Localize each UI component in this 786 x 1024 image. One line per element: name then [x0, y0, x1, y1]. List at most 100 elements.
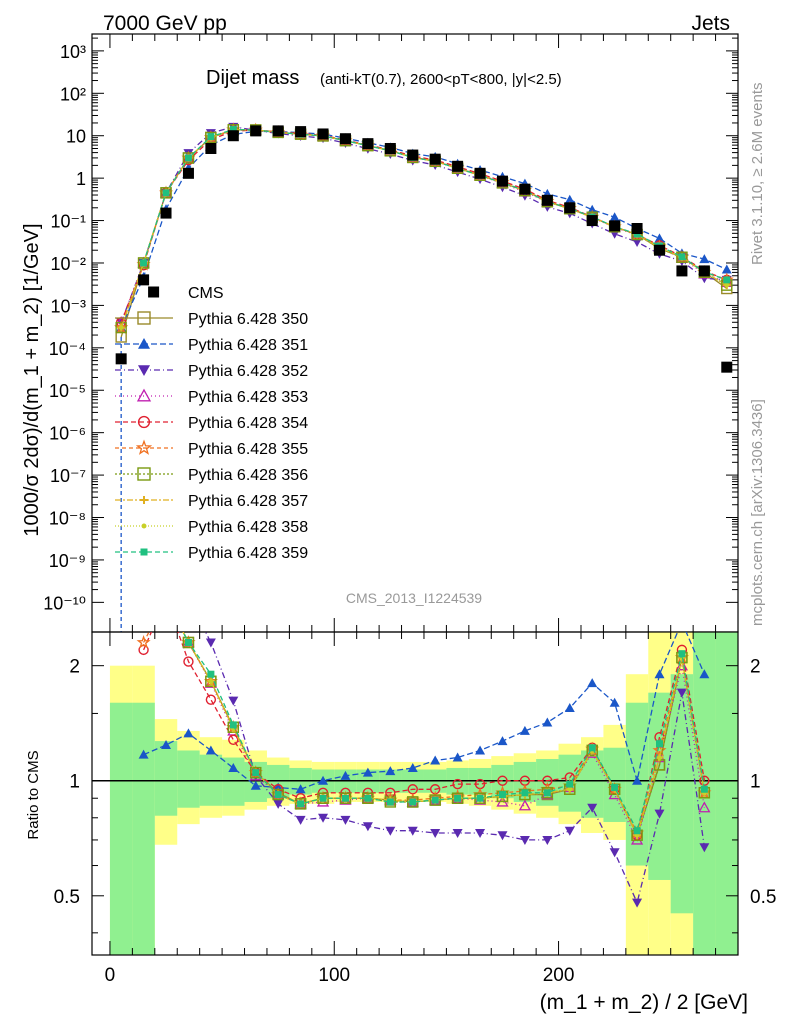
data-point	[611, 784, 619, 792]
data-point	[519, 835, 530, 845]
stat-band	[177, 750, 200, 808]
data-point	[566, 780, 574, 788]
data-point	[207, 133, 215, 141]
data-point	[475, 828, 486, 838]
data-point	[184, 638, 192, 646]
data-point	[519, 725, 530, 735]
data-point	[362, 822, 373, 832]
y-tick-label: 10⁻⁵	[49, 381, 86, 401]
ratio-frame	[91, 631, 739, 956]
data-point	[228, 696, 239, 706]
data-point	[183, 656, 194, 667]
data-point	[138, 749, 149, 759]
data-point	[205, 694, 217, 705]
data-point	[164, 596, 169, 601]
stat-band	[109, 702, 133, 955]
legend-label: Pythia 6.428 357	[188, 493, 308, 510]
data-point	[182, 636, 195, 649]
data-point	[609, 220, 621, 232]
legend-label: CMS	[188, 285, 224, 302]
data-point	[229, 126, 237, 134]
data-point	[431, 796, 439, 804]
ratio-tick-label: 0.5	[750, 887, 776, 908]
ratio-tick-label: 1	[69, 772, 80, 793]
y-tick-label: 10⁻²	[50, 254, 86, 274]
jets-label: Jets	[691, 12, 730, 35]
data-point	[409, 798, 417, 806]
data-point	[452, 160, 464, 172]
data-point	[250, 780, 261, 790]
data-point	[564, 702, 575, 712]
x-tick-label: 200	[543, 965, 575, 986]
data-point	[384, 142, 396, 154]
data-point	[676, 688, 687, 698]
data-point	[229, 721, 237, 729]
legend-item: Pythia 6.428 353	[115, 388, 308, 406]
data-point	[721, 264, 732, 274]
ratio-axis-label: Ratio to CMS	[25, 750, 42, 839]
data-point	[182, 152, 195, 164]
legend-item: Pythia 6.428 350	[115, 311, 308, 328]
data-point	[228, 762, 239, 772]
data-point	[250, 125, 262, 137]
data-point	[588, 744, 596, 752]
ratio-tick-label: 2	[750, 657, 761, 678]
series-line	[120, 129, 728, 323]
stat-band	[670, 674, 694, 914]
data-point	[676, 265, 688, 277]
data-point	[654, 669, 665, 679]
legend-item: Pythia 6.428 357	[115, 493, 308, 510]
main-series-group	[114, 122, 734, 632]
rivet-version-label: Rivet 3.1.10, ≥ 2.6M events	[749, 83, 766, 266]
stat-band	[222, 757, 245, 806]
legend-item: Pythia 6.428 356	[115, 467, 308, 484]
mcplots-label: mcplots.cern.ch [arXiv:1306.3436]	[749, 399, 766, 626]
data-point	[542, 717, 553, 727]
data-point	[161, 593, 171, 602]
data-point	[319, 794, 327, 802]
stat-band	[491, 764, 514, 799]
y-tick-label: 10⁻⁶	[49, 424, 86, 444]
data-point	[564, 194, 575, 204]
data-point	[162, 594, 171, 603]
data-point	[698, 801, 711, 813]
uncertainty-bands	[109, 632, 738, 955]
legend-label: Pythia 6.428 350	[188, 311, 308, 328]
main-panel: 10⁻¹⁰ 10⁻⁹ 10⁻⁸ 10⁻⁷ 10⁻⁶ 10⁻⁵ 10⁻⁴ 10⁻³ 10⁻² 10⁻…	[43, 33, 739, 633]
data-point	[183, 728, 194, 738]
data-point	[475, 745, 486, 755]
y-tick-label: 10⁻⁸	[49, 509, 86, 529]
y-tick-label: 10⁻⁹	[49, 551, 86, 571]
ratio-panel: 0 100 200 0.5 0.5 1 1 2 2	[54, 593, 776, 986]
stat-band	[154, 741, 178, 816]
data-point	[184, 154, 192, 162]
ratio-line	[143, 632, 706, 838]
ratio-tick-label: 0.5	[54, 887, 80, 908]
data-point	[339, 133, 351, 145]
stat-band	[580, 750, 604, 818]
data-point	[407, 826, 418, 836]
data-point	[295, 784, 306, 794]
data-point	[115, 353, 127, 365]
data-point	[162, 594, 170, 602]
data-point	[318, 775, 329, 785]
data-point	[317, 128, 329, 140]
data-point	[161, 740, 172, 750]
data-point	[274, 791, 282, 799]
series-line	[142, 128, 728, 281]
data-point	[430, 828, 441, 838]
data-point	[452, 752, 463, 762]
data-point	[407, 762, 418, 772]
ratio-series-10	[182, 632, 708, 835]
legend-item: Pythia 6.428 355	[115, 439, 308, 458]
data-point	[632, 775, 643, 785]
data-point	[723, 276, 731, 284]
data-point	[205, 745, 216, 755]
y-tick-label: 10	[66, 127, 86, 147]
data-point	[136, 635, 151, 649]
ratio-series-2	[138, 632, 710, 794]
legend-item: Pythia 6.428 354	[115, 415, 308, 432]
data-point	[182, 167, 194, 179]
data-point	[135, 439, 153, 455]
data-point	[138, 365, 150, 376]
